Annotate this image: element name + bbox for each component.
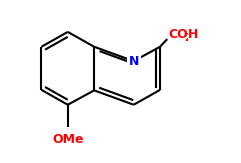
- Text: 2: 2: [184, 33, 191, 43]
- Text: OMe: OMe: [52, 133, 84, 146]
- Text: N: N: [128, 55, 139, 68]
- Text: H: H: [188, 28, 198, 41]
- Text: CO: CO: [168, 28, 188, 41]
